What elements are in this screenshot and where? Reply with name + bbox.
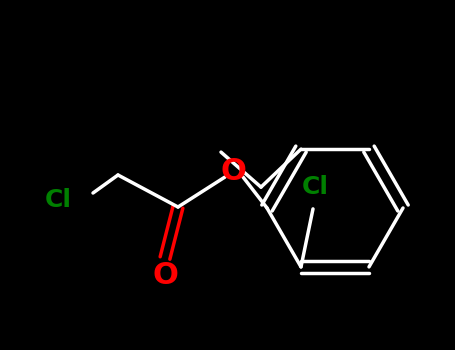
Text: Cl: Cl	[302, 175, 329, 199]
Text: Cl: Cl	[45, 188, 71, 212]
Text: O: O	[220, 158, 246, 187]
Text: O: O	[152, 261, 178, 290]
